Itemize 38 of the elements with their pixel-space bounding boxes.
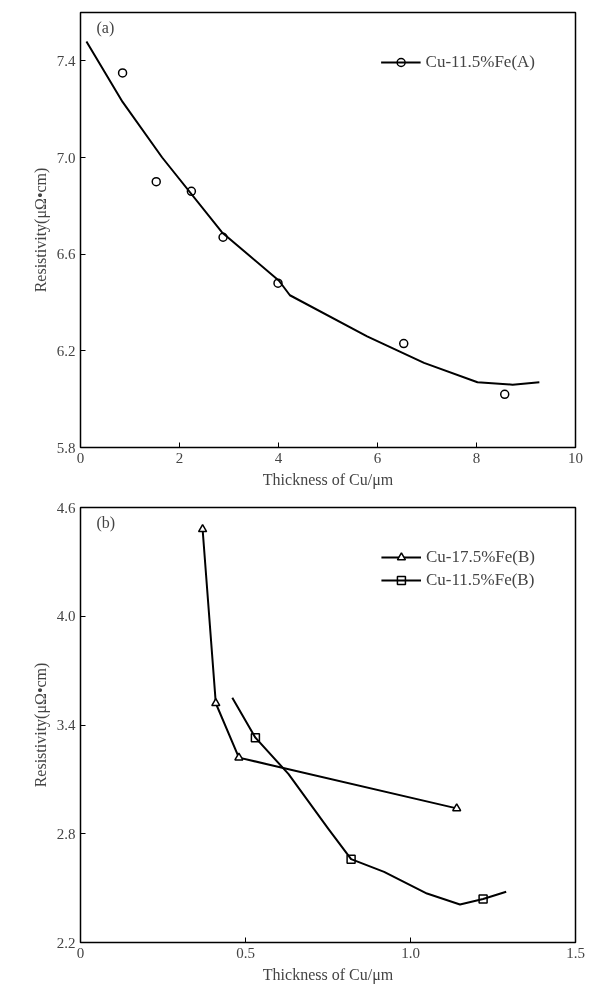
y-tick-label: 2.2 <box>56 934 76 951</box>
y-tick-label: 7.4 <box>56 52 76 69</box>
x-tick-label: 8 <box>472 449 481 466</box>
x-axis-title: Thickness of Cu/μm <box>262 470 394 489</box>
y-tick-label: 4.6 <box>56 499 76 516</box>
y-axis-title: Resistivity(μΩ•cm) <box>31 662 50 788</box>
y-tick-label: 2.8 <box>56 825 76 842</box>
legend-label: Cu-11.5%Fe(B) <box>425 570 535 590</box>
x-tick-label: 10 <box>568 449 583 466</box>
y-tick-label: 6.6 <box>56 246 76 263</box>
y-tick-label: 3.4 <box>56 717 76 733</box>
x-tick-label: 2 <box>175 449 184 466</box>
x-tick-label: 0.5 <box>236 944 255 961</box>
x-tick-label: 1.0 <box>401 944 420 961</box>
legend-label: Cu-17.5%Fe(B) <box>425 547 535 567</box>
x-tick-label: 1.5 <box>566 944 585 961</box>
annotation: (b) <box>96 513 116 532</box>
point <box>117 68 128 78</box>
point <box>398 338 409 349</box>
legend-label: Cu-11.5%Fe(A) <box>425 52 535 72</box>
x-tick-label: 0 <box>76 449 85 466</box>
y-tick-label: 6.2 <box>56 342 76 359</box>
point <box>151 176 161 187</box>
annotation: (a) <box>96 18 115 37</box>
line-series <box>85 40 541 386</box>
y-tick-label: 7.0 <box>56 149 76 166</box>
x-tick-label: 4 <box>274 449 283 466</box>
point <box>451 803 462 812</box>
x-tick-label: 0 <box>76 944 85 961</box>
point <box>234 752 244 761</box>
y-tick-label: 5.8 <box>56 439 76 456</box>
point <box>211 697 221 707</box>
point <box>499 389 510 400</box>
y-axis-title: Resistivity(μΩ•cm) <box>31 167 50 293</box>
y-tick-label: 4.0 <box>56 608 76 625</box>
x-axis-title: Thickness of Cu/μm <box>262 965 394 984</box>
point <box>197 523 208 533</box>
x-tick-label: 6 <box>373 449 382 466</box>
